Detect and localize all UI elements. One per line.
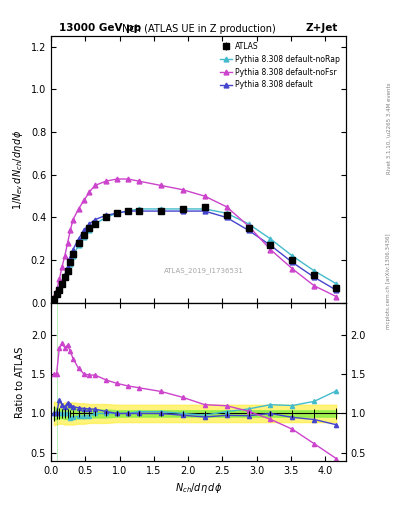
Pythia 8.308 default-noFsr [268, 246, 273, 252]
Pythia 8.308 default-noFsr [125, 176, 130, 182]
Pythia 8.308 default-noFsr [65, 240, 70, 246]
Pythia 8.308 default-noRap [125, 208, 130, 214]
Pythia 8.308 default [290, 259, 295, 265]
Pythia 8.308 default [114, 210, 119, 216]
X-axis label: $N_{ch}/d\eta\,d\phi$: $N_{ch}/d\eta\,d\phi$ [175, 481, 222, 495]
Pythia 8.308 default-noFsr [334, 293, 339, 300]
Pythia 8.308 default [93, 217, 97, 223]
Pythia 8.308 default [268, 242, 273, 248]
Legend: ATLAS, Pythia 8.308 default-noRap, Pythia 8.308 default-noFsr, Pythia 8.308 defa: ATLAS, Pythia 8.308 default-noRap, Pythi… [218, 39, 342, 92]
Pythia 8.308 default [104, 212, 108, 219]
Pythia 8.308 default [136, 208, 141, 214]
Pythia 8.308 default-noFsr [180, 187, 185, 193]
Pythia 8.308 default-noRap [312, 268, 317, 274]
Pythia 8.308 default-noRap [51, 295, 56, 302]
Text: mcplots.cern.ch [arXiv:1306.3436]: mcplots.cern.ch [arXiv:1306.3436] [386, 234, 391, 329]
Line: Pythia 8.308 default: Pythia 8.308 default [51, 208, 339, 301]
Pythia 8.308 default-noRap [158, 206, 163, 212]
Pythia 8.308 default-noRap [76, 242, 81, 248]
Y-axis label: Ratio to ATLAS: Ratio to ATLAS [15, 346, 25, 418]
Pythia 8.308 default-noRap [224, 210, 229, 216]
Pythia 8.308 default-noFsr [114, 176, 119, 182]
Pythia 8.308 default-noRap [104, 215, 108, 221]
Pythia 8.308 default-noRap [65, 268, 70, 274]
Pythia 8.308 default-noRap [246, 221, 251, 227]
Pythia 8.308 default [125, 208, 130, 214]
Pythia 8.308 default-noRap [202, 206, 207, 212]
Pythia 8.308 default [51, 295, 56, 302]
Pythia 8.308 default-noFsr [62, 253, 67, 259]
Pythia 8.308 default-noRap [82, 233, 86, 240]
Pythia 8.308 default-noFsr [82, 197, 86, 203]
Title: Nch (ATLAS UE in Z production): Nch (ATLAS UE in Z production) [121, 24, 275, 34]
Pythia 8.308 default [68, 255, 73, 261]
Pythia 8.308 default-noRap [180, 206, 185, 212]
Pythia 8.308 default-noFsr [51, 293, 56, 300]
Pythia 8.308 default [158, 208, 163, 214]
Pythia 8.308 default-noRap [87, 227, 92, 233]
Pythia 8.308 default-noFsr [76, 206, 81, 212]
Pythia 8.308 default [57, 285, 62, 291]
Pythia 8.308 default-noFsr [68, 227, 73, 233]
Pythia 8.308 default [82, 227, 86, 233]
Pythia 8.308 default-noRap [60, 281, 64, 287]
Pythia 8.308 default-noRap [71, 253, 75, 259]
Pythia 8.308 default [246, 227, 251, 233]
Text: Z+Jet: Z+Jet [306, 23, 338, 33]
Pythia 8.308 default-noRap [54, 291, 59, 297]
Pythia 8.308 default [60, 279, 64, 285]
Pythia 8.308 default [202, 208, 207, 214]
Line: Pythia 8.308 default-noFsr: Pythia 8.308 default-noFsr [51, 177, 339, 299]
Text: ATLAS_2019_I1736531: ATLAS_2019_I1736531 [164, 268, 244, 274]
Text: Rivet 3.1.10, \u2265 3.4M events: Rivet 3.1.10, \u2265 3.4M events [386, 82, 391, 174]
Pythia 8.308 default-noRap [334, 281, 339, 287]
Pythia 8.308 default [62, 272, 67, 278]
Line: Pythia 8.308 default-noRap: Pythia 8.308 default-noRap [51, 206, 339, 301]
Pythia 8.308 default-noFsr [71, 217, 75, 223]
Pythia 8.308 default-noRap [136, 206, 141, 212]
Pythia 8.308 default-noFsr [93, 182, 97, 188]
Pythia 8.308 default-noRap [290, 253, 295, 259]
Pythia 8.308 default [312, 274, 317, 281]
Pythia 8.308 default-noFsr [104, 178, 108, 184]
Pythia 8.308 default-noRap [114, 210, 119, 216]
Pythia 8.308 default [87, 221, 92, 227]
Pythia 8.308 default [71, 246, 75, 252]
Pythia 8.308 default-noFsr [158, 182, 163, 188]
Pythia 8.308 default-noFsr [290, 266, 295, 272]
Pythia 8.308 default-noFsr [54, 287, 59, 293]
Pythia 8.308 default-noFsr [202, 193, 207, 199]
Pythia 8.308 default-noRap [93, 221, 97, 227]
Text: 13000 GeV pp: 13000 GeV pp [59, 23, 141, 33]
Pythia 8.308 default-noRap [68, 262, 73, 268]
Pythia 8.308 default [54, 291, 59, 297]
Pythia 8.308 default-noRap [62, 274, 67, 281]
Pythia 8.308 default-noFsr [312, 283, 317, 289]
Pythia 8.308 default [334, 287, 339, 293]
Pythia 8.308 default [65, 264, 70, 270]
Pythia 8.308 default-noFsr [246, 223, 251, 229]
Pythia 8.308 default-noFsr [136, 178, 141, 184]
Pythia 8.308 default-noRap [57, 287, 62, 293]
Pythia 8.308 default [180, 208, 185, 214]
Pythia 8.308 default-noRap [268, 236, 273, 242]
Pythia 8.308 default-noFsr [57, 276, 62, 283]
Pythia 8.308 default [224, 215, 229, 221]
Pythia 8.308 default-noFsr [87, 189, 92, 195]
Pythia 8.308 default [76, 236, 81, 242]
Y-axis label: $1/N_{ev}\,dN_{ch}/d\eta\,d\phi$: $1/N_{ev}\,dN_{ch}/d\eta\,d\phi$ [11, 129, 25, 209]
Pythia 8.308 default-noFsr [60, 264, 64, 270]
Pythia 8.308 default-noFsr [224, 204, 229, 210]
